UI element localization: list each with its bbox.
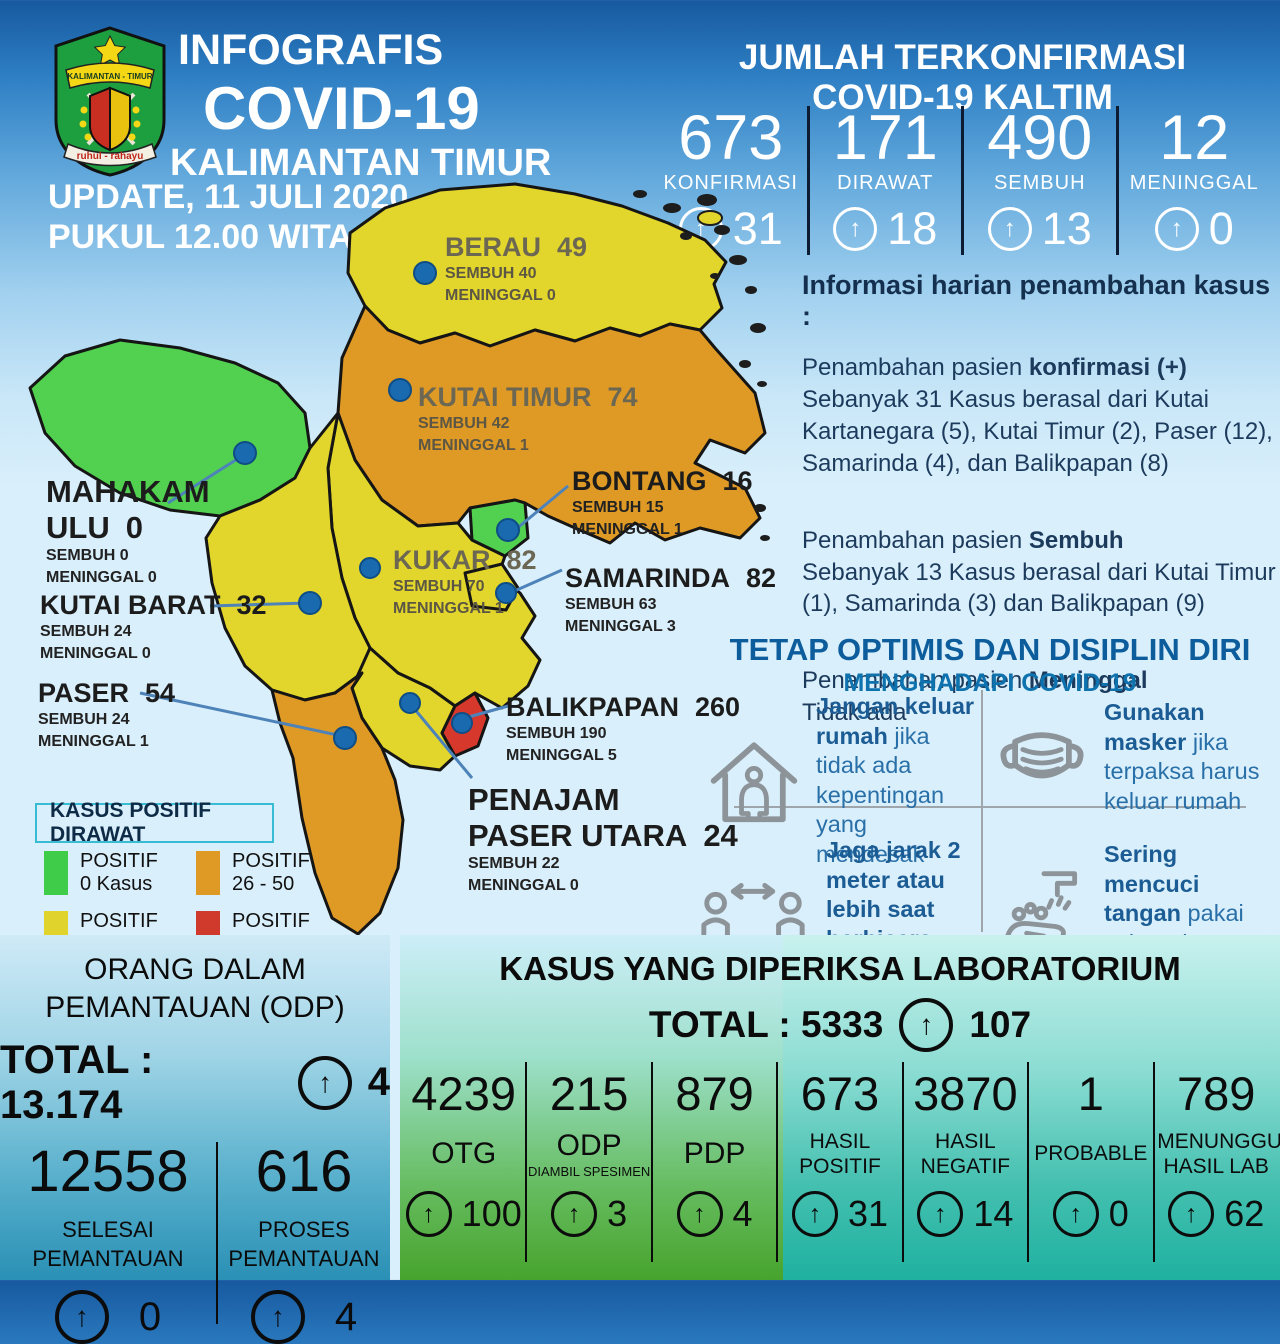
optimis-title: TETAP OPTIMIS DAN DISIPLIN DIRI	[729, 632, 1251, 667]
logo-banner-text: KALIMANTAN - TIMUR	[67, 72, 152, 81]
kaltim-choropleth-map	[28, 182, 770, 936]
odp-panel: ORANG DALAM PEMANTAUAN (ODP) TOTAL : 13.…	[0, 935, 390, 1344]
up-arrow-icon: ↑	[298, 1055, 352, 1110]
island-yellow	[697, 210, 723, 226]
stat-delta: 18	[887, 203, 938, 255]
stat-delta: 31	[732, 203, 783, 255]
summary-title-line1: JUMLAH TERKONFIRMASI	[738, 38, 1187, 77]
lab-col-hasil-positif: 673 HASIL POSITIF ↑ 31	[776, 1062, 901, 1262]
up-arrow-icon: ↑	[1168, 1191, 1215, 1237]
stat-sembuh: 490 SEMBUH ↑ 13	[961, 103, 1116, 256]
stat-label: SEMBUH	[993, 172, 1086, 195]
odp-total-row: TOTAL : 13.174 ↑ 4	[0, 1038, 390, 1128]
odp-total-label: TOTAL : 13.174	[0, 1037, 154, 1127]
stat-value: 490	[987, 103, 1093, 173]
logo-motto-ribbon	[63, 142, 157, 167]
up-arrow-icon: ↑	[405, 1191, 452, 1237]
map-label-kutai-barat: KUTAI BARAT 32 SEMBUH 24 MENINGGAL 0	[40, 590, 267, 662]
logo-motto-text: ruhul - rahayu	[77, 151, 144, 162]
up-arrow-icon: ↑	[1154, 207, 1199, 252]
stat-label: KONFIRMASI	[663, 172, 798, 195]
mask-icon	[1000, 732, 1084, 779]
optimis-subtitle: MENGHADAPI COVID-19	[843, 669, 1137, 697]
map-label-kukar: KUKAR 82 SEMBUH 70 MENINGGAL 1	[393, 545, 537, 617]
lab-col-probable: 1 PROBABLE ↑ 0	[1027, 1062, 1152, 1262]
map-label-samarinda: SAMARINDA 82 SEMBUH 63 MENINGGAL 3	[565, 563, 777, 635]
stat-value: 12	[1159, 103, 1230, 173]
up-arrow-icon: ↑	[791, 1191, 838, 1237]
legend-item-orange: POSITIF 26 - 50	[196, 850, 374, 896]
optimis-vertical-divider	[981, 690, 983, 932]
lab-columns: 4239 OTG ↑ 100 215 ODP DIAMBIL SPESIMEN ↑ 3…	[402, 1062, 1280, 1262]
summary-stats-row: 673 KONFIRMASI ↑ 31 171 DIRAWAT ↑ 18 490 S…	[655, 103, 1271, 256]
logo-banner-ribbon	[65, 62, 155, 89]
stat-meninggal: 12 MENINGGAL ↑ 0	[1115, 103, 1271, 256]
optimis-horizontal-divider	[734, 806, 1246, 808]
stat-dirawat: 171 DIRAWAT ↑ 18	[806, 103, 962, 256]
lab-col-pdp: 879 PDP ↑ 4	[650, 1062, 776, 1262]
stat-label: DIRAWAT	[837, 172, 934, 195]
stat-value: 673	[678, 103, 784, 173]
up-arrow-icon: ↑	[987, 207, 1032, 252]
daily-info-title: Informasi harian penambahan kasus :	[802, 270, 1271, 331]
lab-col-otg: 4239 OTG ↑ 100	[402, 1062, 525, 1262]
house-icon	[710, 742, 798, 823]
map-label-balikpapan: BALIKPAPAN 260 SEMBUH 190 MENINGGAL 5	[506, 692, 741, 764]
odp-columns: 12558 SELESAI PEMANTAUAN ↑ 0 616 PROSES PEM…	[0, 1141, 390, 1344]
city-dots	[233, 261, 520, 750]
up-arrow-icon: ↑	[833, 207, 878, 252]
map-label-bontang: BONTANG 16 SEMBUH 15 MENINGGAL 1	[572, 466, 753, 538]
lab-total-label: TOTAL : 5333	[648, 1004, 884, 1045]
lab-total-row: TOTAL : 5333 ↑ 107	[400, 998, 1280, 1052]
stat-delta: 13	[1041, 203, 1092, 255]
tip-stay-home: Jangan keluar rumah jika tidak ada kepen…	[706, 692, 978, 870]
map-label-mahakam-ulu: MAHAKAM ULU 0 SEMBUH 0 MENINGGAL 0	[46, 474, 210, 586]
page-title-line2: COVID-19	[203, 75, 480, 142]
legend-title: KASUS POSITIF DIRAWAT	[50, 799, 212, 846]
leader-lines	[139, 454, 569, 779]
update-time: PUKUL 12.00 WITA	[48, 218, 353, 256]
legend-title-box: KASUS POSITIF DIRAWAT	[35, 799, 274, 846]
legend-item-green: POSITIF 0 Kasus	[44, 850, 196, 896]
legend-swatch	[196, 851, 220, 895]
stat-delta: 0	[1208, 203, 1234, 255]
tip-wear-mask: Gunakan masker jika terpaksa harus kelua…	[994, 698, 1276, 816]
odp-col-selesai: 12558 SELESAI PEMANTAUAN ↑ 0	[0, 1141, 216, 1344]
daily-info-deaths: Penambahan pasien Meninggal Tidak ada	[802, 667, 1148, 727]
map-label-kutai-timur: KUTAI TIMUR 74 SEMBUH 42 MENINGGAL 1	[418, 382, 638, 454]
daily-info-confirmed: Penambahan pasien konfirmasi (+) Sebanyak…	[802, 354, 1273, 477]
lab-col-hasil-negatif: 3870 HASIL NEGATIF ↑ 14	[901, 1062, 1027, 1262]
stat-label: MENINGGAL	[1129, 172, 1259, 195]
map-label-penajam-paser-utara: PENAJAM PASER UTARA 24 SEMBUH 22 MENINGGA…	[468, 782, 738, 894]
up-arrow-icon: ↑	[250, 1290, 305, 1344]
odp-total-delta: 4	[367, 1060, 390, 1105]
legend-swatch	[44, 851, 68, 895]
map-label-berau: BERAU 49 SEMBUH 40 MENINGGAL 0	[445, 232, 588, 304]
lab-col-odp: 215 ODP DIAMBIL SPESIMEN ↑ 3	[525, 1062, 650, 1262]
daily-info-panel: Informasi harian penambahan kasus : Pena…	[802, 270, 1280, 774]
lab-total-delta: 107	[969, 1004, 1032, 1045]
page-title-line3: KALIMANTAN TIMUR	[170, 142, 552, 184]
stat-konfirmasi: 673 KONFIRMASI ↑ 31	[655, 106, 807, 255]
lab-title: KASUS YANG DIPERIKSA LABORATORIUM	[499, 950, 1181, 987]
map-label-paser: PASER 54 SEMBUH 24 MENINGGAL 1	[38, 678, 176, 750]
update-date: UPDATE, 11 JULI 2020	[48, 178, 409, 216]
up-arrow-icon: ↑	[551, 1191, 598, 1237]
lab-col-menunggu-hasil: 789 MENUNGGU HASIL LAB ↑ 62	[1152, 1062, 1280, 1262]
up-arrow-icon: ↑	[899, 998, 954, 1052]
odp-title: ORANG DALAM PEMANTAUAN (ODP)	[45, 953, 345, 1025]
odp-col-proses: 616 PROSES PEMANTAUAN ↑ 4	[216, 1141, 390, 1344]
stat-value: 171	[832, 103, 938, 173]
up-arrow-icon: ↑	[676, 1191, 723, 1237]
region-paser-shape	[270, 671, 405, 936]
up-arrow-icon: ↑	[54, 1290, 109, 1344]
page-title-line1: INFOGRAFIS	[178, 26, 444, 74]
up-arrow-icon: ↑	[917, 1191, 964, 1237]
up-arrow-icon: ↑	[1052, 1191, 1099, 1237]
daily-info-recovered: Penambahan pasien Sembuh Sebanyak 13 Kasu…	[802, 526, 1276, 618]
kaltim-provincial-seal: KALIMANTAN - TIMUR ruhul - rahayu	[54, 26, 166, 177]
islands	[633, 190, 770, 541]
